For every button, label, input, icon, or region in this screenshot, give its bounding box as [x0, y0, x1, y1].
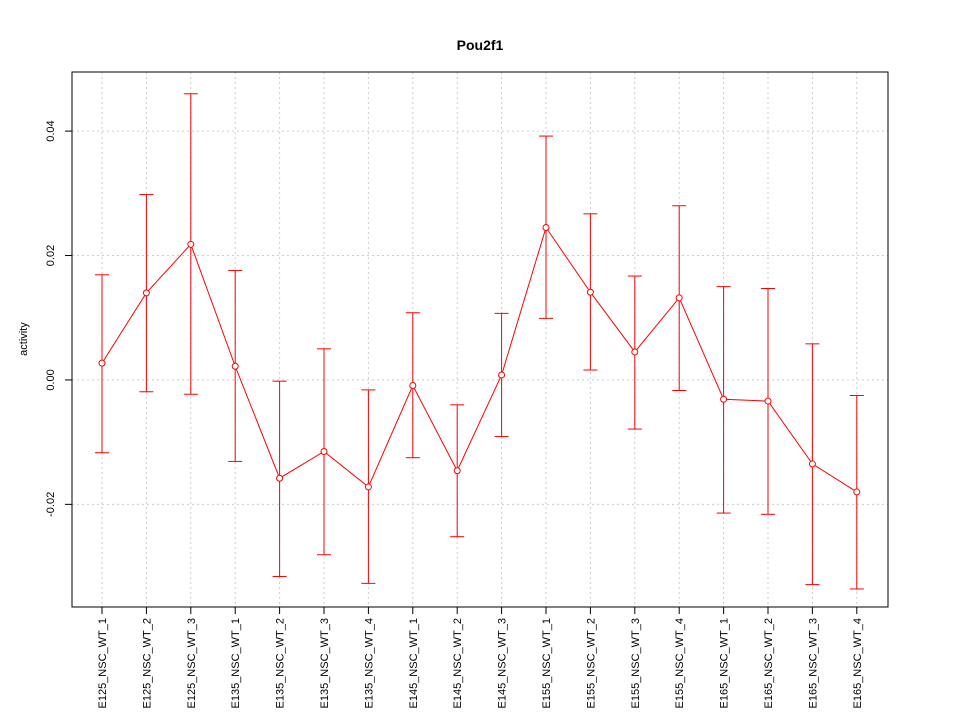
data-point: [631, 348, 639, 356]
y-tick-label: 0.04: [45, 120, 57, 141]
y-tick-label: 0.02: [45, 245, 57, 266]
chart-title: Pou2f1: [457, 37, 504, 53]
x-tick-label: E145_NSC_WT_1: [408, 618, 420, 709]
x-tick-label: E155_NSC_WT_4: [674, 618, 686, 709]
data-point: [720, 395, 728, 403]
x-tick-label: E135_NSC_WT_1: [230, 618, 242, 709]
x-tick-label: E145_NSC_WT_2: [452, 618, 464, 709]
data-point: [276, 474, 284, 482]
x-tick-label: E135_NSC_WT_4: [363, 618, 375, 709]
x-tick-label: E135_NSC_WT_2: [275, 618, 287, 709]
grid-layer: [72, 72, 888, 607]
data-point: [409, 382, 417, 390]
x-tick-label: E165_NSC_WT_2: [763, 618, 775, 709]
y-tick-label: 0.00: [45, 369, 57, 390]
data-point: [542, 224, 550, 232]
x-tick-label: E155_NSC_WT_1: [541, 618, 553, 709]
x-tick-label: E145_NSC_WT_3: [497, 618, 509, 709]
plot-frame: [71, 71, 889, 608]
x-tick-label: E125_NSC_WT_3: [186, 618, 198, 709]
data-point: [853, 488, 861, 496]
series-layer: [95, 93, 864, 590]
data-point: [498, 371, 506, 379]
x-tick-label: E155_NSC_WT_2: [585, 618, 597, 709]
y-axis-label: activity: [18, 322, 30, 356]
data-point: [453, 467, 461, 475]
data-point: [187, 240, 195, 248]
x-tick-label: E155_NSC_WT_3: [630, 618, 642, 709]
x-tick-label: E125_NSC_WT_1: [97, 618, 109, 709]
y-axis: -0.02 0.00 0.02 0.04: [45, 120, 73, 517]
x-tick-label: E125_NSC_WT_2: [141, 618, 153, 709]
x-tick-label: E135_NSC_WT_3: [319, 618, 331, 709]
x-axis: E125_NSC_WT_1 E125_NSC_WT_2 E125_NSC_WT_3 E…: [97, 606, 864, 709]
data-point: [675, 294, 683, 302]
series-line: [101, 226, 858, 493]
data-point: [364, 483, 372, 491]
data-point: [764, 397, 772, 405]
x-tick-label: E165_NSC_WT_1: [719, 618, 731, 709]
data-point: [586, 288, 594, 296]
x-tick-label: E165_NSC_WT_4: [852, 618, 864, 709]
data-point: [98, 359, 106, 367]
data-point: [231, 362, 239, 370]
y-tick-label: -0.02: [45, 492, 57, 517]
data-point: [808, 460, 816, 468]
data-point: [142, 289, 150, 297]
data-point: [320, 447, 328, 455]
x-tick-label: E165_NSC_WT_3: [807, 618, 819, 709]
